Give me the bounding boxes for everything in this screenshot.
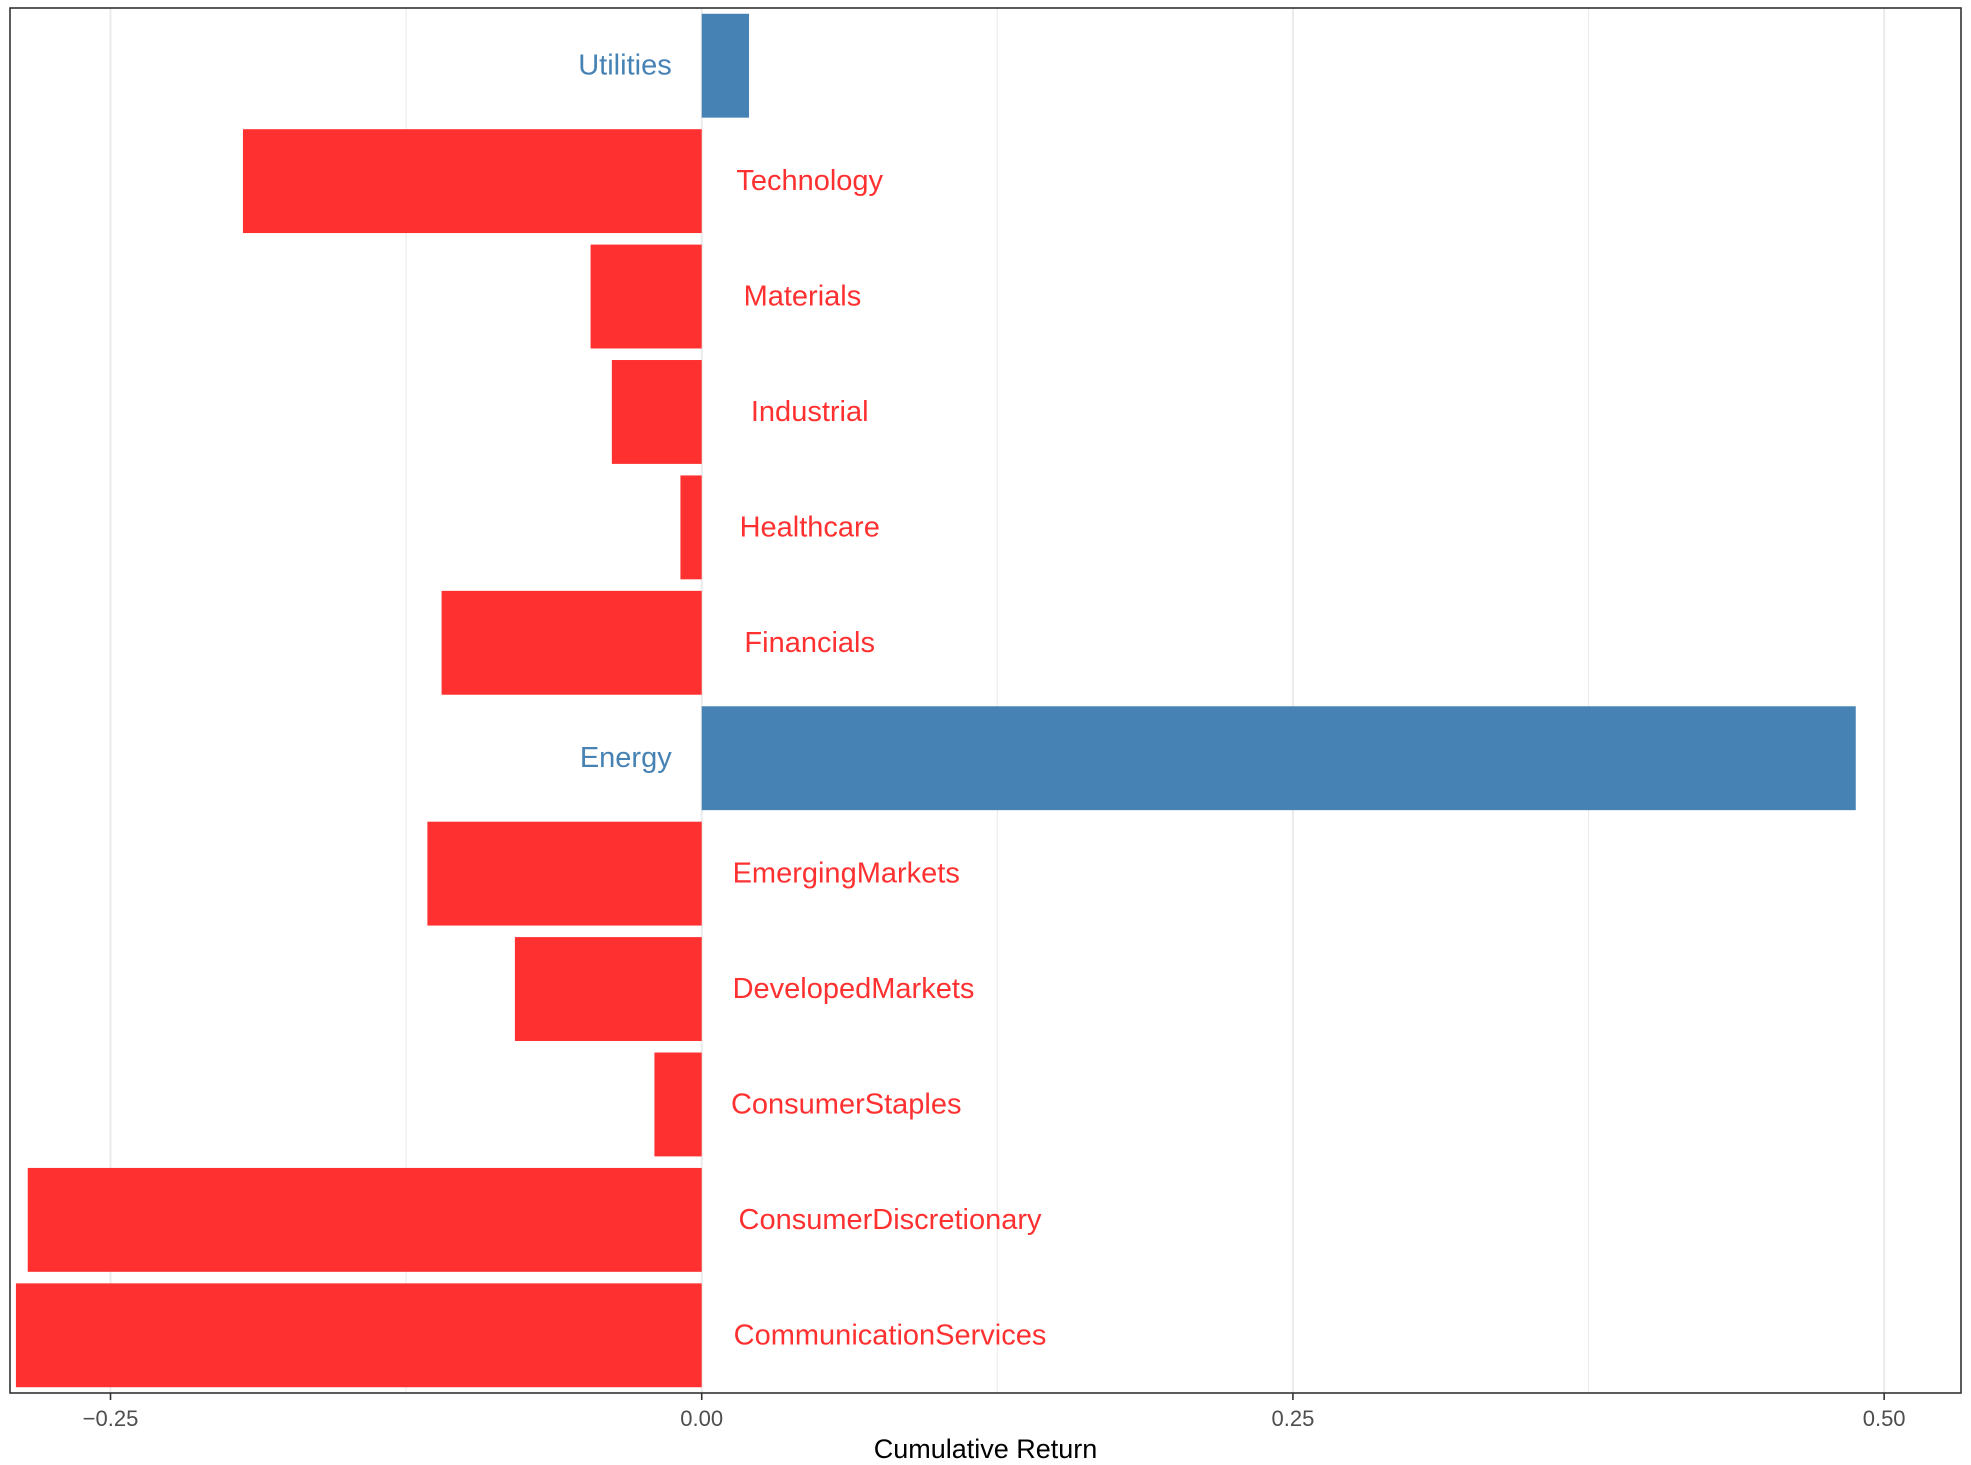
bar-consumer-discretionary (27, 1167, 702, 1272)
bar-label-utilities: Utilities (578, 50, 671, 82)
bar-consumer-staples (654, 1052, 702, 1157)
bar-utilities (701, 13, 750, 118)
bars (15, 13, 1856, 1388)
bar-label-industrial: Industrial (751, 396, 869, 428)
x-tick-label: 0.25 (1272, 1406, 1315, 1431)
bar-label-healthcare: Healthcare (740, 511, 880, 543)
bar-label-energy: Energy (580, 742, 672, 774)
bar-label-consumer-staples: ConsumerStaples (731, 1088, 962, 1120)
gridlines (109, 8, 1886, 1393)
bar-label-technology: Technology (736, 165, 883, 197)
x-tick-label: 0.50 (1863, 1406, 1906, 1431)
bar-materials (590, 244, 702, 349)
bar-label-emerging-markets: EmergingMarkets (733, 858, 960, 890)
bar-energy (701, 706, 1856, 811)
bar-labels: Utilities Technology Materials Industrial He… (578, 50, 1046, 1352)
bar-label-communication-services: CommunicationServices (734, 1319, 1047, 1351)
bar-healthcare (680, 475, 702, 580)
bar-technology (242, 129, 702, 234)
bar-communication-services (15, 1283, 702, 1388)
bar-industrial (611, 360, 702, 464)
bar-label-consumer-discretionary: ConsumerDiscretionary (739, 1204, 1042, 1236)
bar-developed-markets (514, 937, 702, 1041)
x-axis: −0.25 0.00 0.25 0.50 (83, 1393, 1906, 1431)
panel-border (9, 7, 1962, 1394)
x-tick-label: −0.25 (83, 1406, 139, 1431)
bar-label-developed-markets: DevelopedMarkets (733, 973, 975, 1005)
bar-emerging-markets (427, 821, 702, 926)
x-tick-label: 0.00 (680, 1406, 723, 1431)
bar-financials (441, 590, 702, 695)
x-axis-title: Cumulative Return (874, 1434, 1098, 1464)
bar-label-financials: Financials (744, 627, 875, 659)
bar-label-materials: Materials (744, 281, 862, 313)
